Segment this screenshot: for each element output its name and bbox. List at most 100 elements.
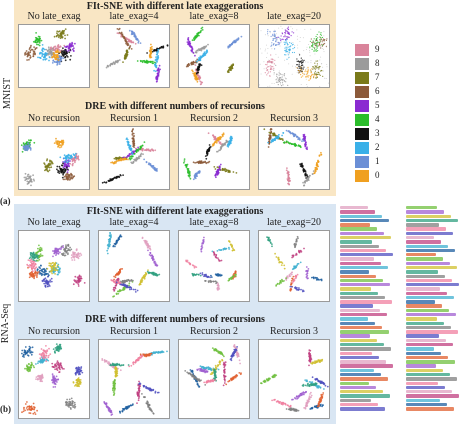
embedding-point: [145, 61, 147, 64]
embedding-point: [72, 162, 74, 165]
embedding-point: [31, 270, 34, 273]
embedding-point: [268, 60, 271, 62]
embedding-point: [302, 68, 304, 70]
embedding-point: [284, 41, 286, 43]
embedding-point: [80, 254, 83, 256]
embedding-point: [139, 147, 142, 150]
embedding-point: [64, 250, 67, 253]
embedding-point: [130, 286, 133, 289]
embedding-point: [296, 263, 299, 265]
embedding-point: [273, 35, 275, 37]
embedding-point: [307, 268, 310, 270]
embedding-point: [65, 245, 67, 248]
embedding-point: [131, 33, 134, 35]
embedding-point: [36, 43, 38, 46]
embedding-point: [155, 60, 158, 62]
embedding-point: [212, 280, 215, 283]
embedding-point: [268, 61, 270, 63]
embedding-point: [36, 276, 38, 278]
embedding-point: [51, 375, 54, 377]
embedding-point: [320, 37, 322, 39]
background-point: [323, 51, 325, 53]
embedding-point: [48, 347, 50, 350]
embedding-point: [271, 139, 274, 142]
embedding-point: [120, 31, 123, 34]
embedding-point: [272, 35, 274, 37]
embedding-point: [50, 46, 52, 49]
embedding-point: [196, 80, 199, 83]
embedding-point: [108, 245, 111, 248]
embedding-point: [306, 146, 308, 149]
embedding-point: [36, 377, 39, 380]
embedding-point: [313, 48, 316, 50]
embedding-point: [321, 39, 323, 41]
embedding-point: [278, 81, 280, 83]
embedding-point: [158, 71, 160, 74]
embedding-point: [191, 69, 193, 72]
embedding-point: [234, 275, 237, 277]
embedding-point: [47, 46, 50, 49]
embedding-point: [53, 252, 56, 255]
embedding-point: [275, 256, 278, 258]
embedding-point: [156, 53, 158, 56]
embedding-point: [314, 47, 316, 49]
mnist-fitsne-col-label-2: late_exag=4: [109, 11, 159, 22]
embedding-point: [153, 49, 156, 51]
embedding-point: [53, 142, 56, 144]
colorbar-swatch-9: [355, 44, 369, 56]
embedding-point: [326, 38, 328, 40]
embedding-point: [112, 244, 115, 247]
embedding-point: [119, 410, 121, 413]
embedding-point: [48, 264, 51, 267]
embedding-point: [61, 143, 64, 146]
embedding-point: [67, 404, 70, 407]
colorbar-label-2: 2: [375, 142, 380, 152]
embedding-point: [212, 134, 214, 137]
embedding-point: [220, 249, 223, 251]
embedding-point: [301, 290, 304, 293]
embedding-point: [29, 144, 31, 146]
embedding-point: [26, 354, 29, 356]
embedding-point: [321, 45, 323, 47]
embedding-point: [194, 64, 197, 66]
embedding-point: [302, 75, 304, 77]
embedding-point: [29, 368, 32, 371]
embedding-point: [269, 30, 271, 33]
embedding-point: [278, 79, 280, 81]
background-point: [296, 38, 298, 40]
embedding-point: [29, 46, 32, 48]
background-point: [317, 69, 319, 71]
embedding-point: [297, 67, 299, 69]
embedding-point: [317, 67, 319, 69]
embedding-point: [35, 260, 37, 262]
embedding-point: [119, 283, 122, 286]
embedding-point: [34, 41, 37, 43]
embedding-point: [109, 232, 112, 234]
embedding-point: [71, 403, 74, 405]
embedding-point: [198, 65, 201, 67]
embedding-point: [302, 61, 304, 64]
embedding-point: [24, 403, 27, 405]
embedding-point: [64, 254, 67, 257]
embedding-point: [217, 286, 220, 289]
embedding-point: [51, 268, 54, 271]
embedding-point: [29, 253, 32, 256]
background-point: [303, 50, 305, 52]
embedding-point: [58, 61, 61, 64]
embedding-point: [285, 32, 287, 34]
colorbar-swatch-4: [355, 114, 369, 126]
embedding-point: [293, 135, 295, 138]
embedding-point: [303, 59, 305, 62]
embedding-point: [43, 359, 46, 362]
embedding-point: [121, 33, 124, 36]
embedding-point: [125, 42, 127, 45]
embedding-point: [281, 32, 283, 34]
embedding-point: [201, 244, 203, 246]
embedding-point: [286, 49, 288, 51]
embedding-point: [28, 139, 30, 141]
embedding-point: [37, 35, 40, 38]
embedding-point: [185, 260, 188, 263]
embedding-point: [319, 44, 321, 46]
embedding-point: [206, 154, 209, 157]
embedding-point: [41, 273, 44, 276]
